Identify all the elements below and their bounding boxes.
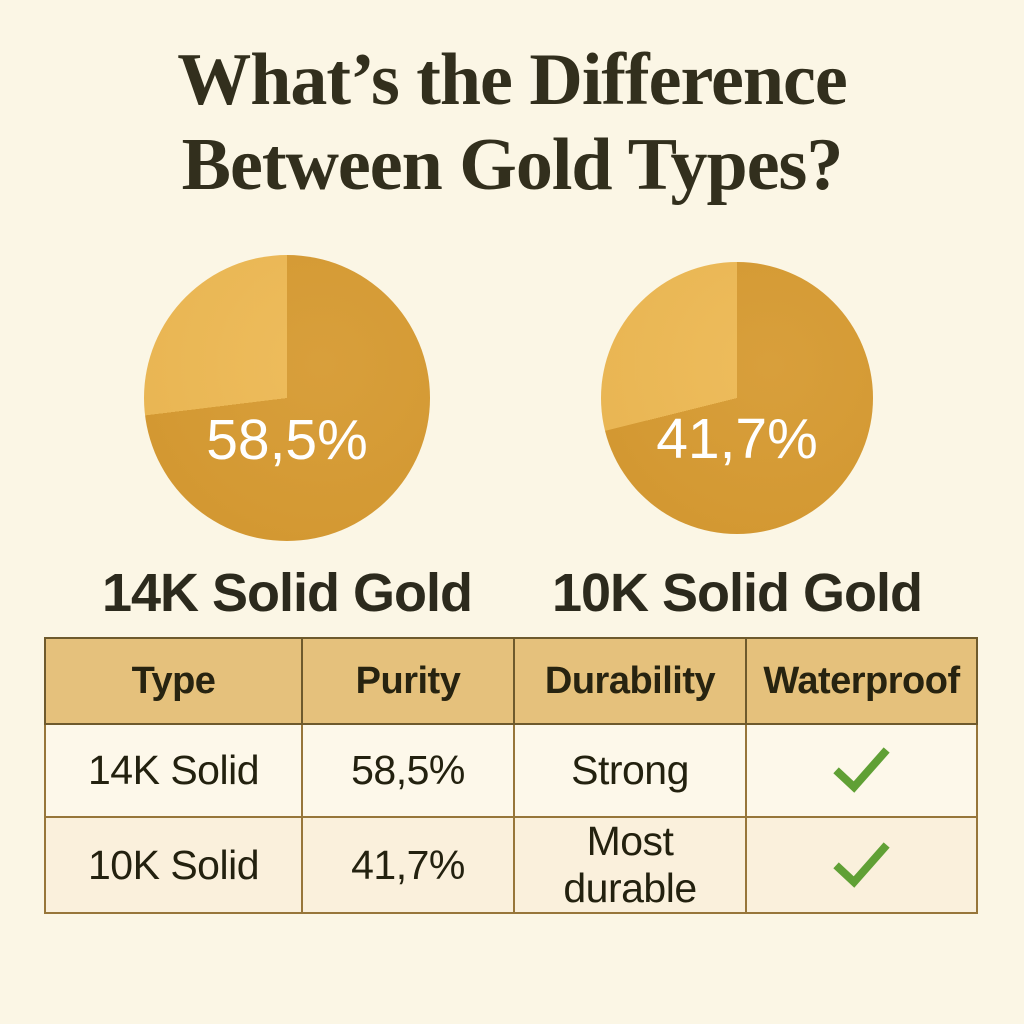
- cell-type-10k: 10K Solid: [44, 816, 303, 914]
- pie-box-10k: 41,7%: [601, 248, 873, 548]
- pie-chart-10k: 41,7%: [601, 262, 873, 534]
- header-waterproof: Waterproof: [745, 637, 978, 725]
- cell-waterproof-14k: [745, 723, 978, 818]
- cell-durability-14k: Strong: [513, 723, 747, 818]
- cell-type-14k: 14K Solid: [44, 723, 303, 818]
- pie-group-10k: 41,7% 10K Solid Gold: [512, 248, 962, 624]
- pie-charts-row: 58,5% 14K Solid Gold 41,7% 10K Solid Gol…: [0, 248, 1024, 624]
- pie-value-label-10k: 41,7%: [656, 407, 818, 472]
- cell-purity-10k: 41,7%: [301, 816, 515, 914]
- table-row-14k: 14K Solid 58,5% Strong: [44, 723, 978, 818]
- cell-waterproof-10k: [745, 816, 978, 914]
- pie-chart-14k: 58,5%: [144, 255, 430, 541]
- header-type: Type: [44, 637, 303, 725]
- cell-durability-10k: Most durable: [513, 816, 747, 914]
- pie-group-14k: 58,5% 14K Solid Gold: [62, 248, 512, 624]
- pie-value-label-14k: 58,5%: [206, 407, 368, 472]
- table-row-10k: 10K Solid 41,7% Most durable: [44, 816, 978, 914]
- checkmark-icon: [832, 841, 890, 888]
- pie-box-14k: 58,5%: [144, 248, 430, 548]
- pie-caption-14k: 14K Solid Gold: [101, 563, 473, 623]
- table-header-row: Type Purity Durability Waterproof: [44, 637, 978, 725]
- checkmark-icon: [832, 747, 890, 793]
- header-durability: Durability: [513, 637, 747, 725]
- page-title: What’s the Difference Between Gold Types…: [177, 39, 847, 207]
- cell-purity-14k: 58,5%: [301, 723, 515, 818]
- pie-caption-10k: 10K Solid Gold: [551, 563, 923, 623]
- header-purity: Purity: [301, 637, 515, 725]
- comparison-table: Type Purity Durability Waterproof 14K So…: [44, 637, 978, 914]
